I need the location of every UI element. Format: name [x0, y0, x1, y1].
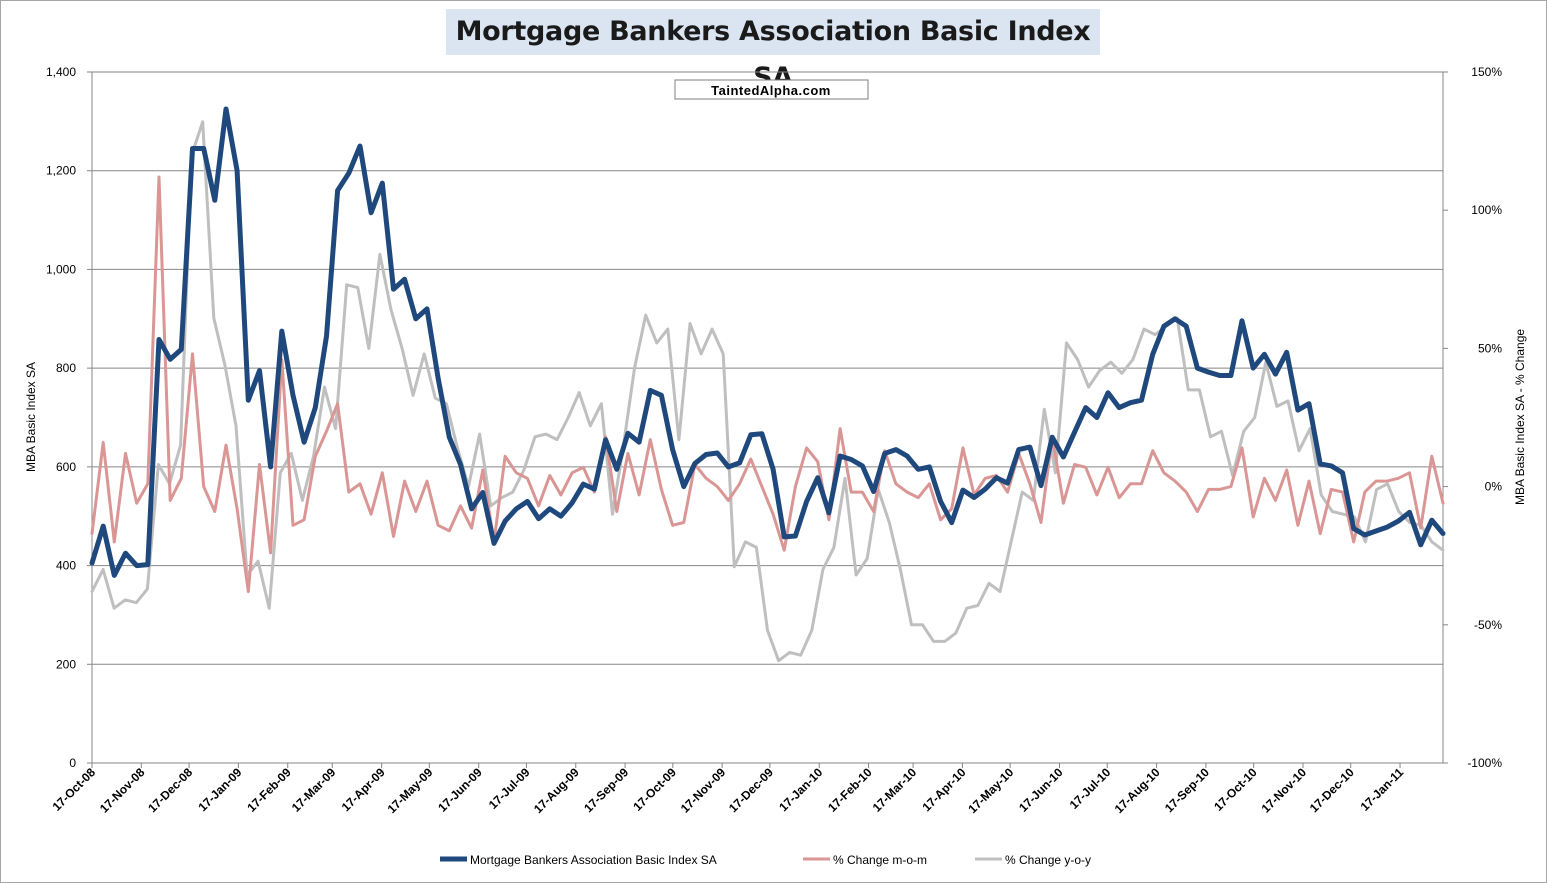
x-tick-label: 17-Sep-09 — [581, 765, 631, 815]
y-left-tick-label: 1,400 — [46, 65, 76, 79]
y-left-tick-label: 800 — [56, 361, 76, 375]
x-tick-label: 17-Dec-08 — [145, 765, 195, 815]
x-tick-label: 17-May-09 — [385, 765, 436, 816]
y-right-tick-label: 100% — [1471, 203, 1502, 217]
x-tick-label: 17-Jan-09 — [195, 765, 244, 814]
y-left-ticks: 0 200 400 600 800 1,000 1,200 1,400 — [46, 65, 92, 770]
x-tick-label: 17-May-10 — [965, 765, 1016, 816]
x-tick-label: 17-Jul-09 — [486, 765, 533, 812]
y-right-ticks: -100% -50% 0% 50% 100% 150% — [1443, 65, 1502, 770]
mba-index-line — [89, 106, 1446, 578]
watermark-box — [674, 79, 869, 100]
x-tick-label: 17-Sep-10 — [1162, 765, 1212, 815]
x-tick-label: 17-Dec-09 — [726, 765, 776, 815]
x-tick-label: 17-Oct-08 — [50, 765, 99, 814]
x-tick-label: 17-Aug-09 — [531, 765, 582, 816]
x-tick-label: 17-Aug-10 — [1112, 765, 1163, 816]
watermark: TaintedAlpha.com — [674, 79, 869, 100]
y-left-tick-label: 600 — [56, 460, 76, 474]
y-right-tick-label: 150% — [1471, 65, 1502, 79]
axes — [91, 72, 1444, 764]
gridlines — [92, 71, 1443, 665]
legend-label: Mortgage Bankers Association Basic Index… — [470, 853, 717, 867]
x-tick-label: 17-Apr-10 — [920, 765, 969, 814]
mom-change-line — [90, 175, 1445, 594]
legend-label: % Change m-o-m — [833, 853, 927, 867]
y-left-tick-label: 1,200 — [46, 164, 76, 178]
series-lines — [89, 106, 1446, 663]
y-right-axis-title: MBA Basic Index SA - % Change — [1513, 329, 1527, 505]
x-tick-label: 17-Apr-09 — [339, 765, 388, 814]
x-tick-label: 17-Mar-09 — [289, 765, 339, 815]
x-tick-label: 17-Mar-10 — [870, 765, 920, 815]
y-left-tick-label: 0 — [69, 756, 76, 770]
x-tick-label: 17-Dec-10 — [1307, 765, 1357, 815]
y-left-tick-label: 200 — [56, 657, 76, 671]
legend-item-mba-index: Mortgage Bankers Association Basic Index… — [440, 853, 717, 867]
legend-item-yoy: % Change y-o-y — [975, 853, 1091, 867]
watermark-text: TaintedAlpha.com — [711, 83, 831, 98]
x-tick-label: 17-Oct-10 — [1211, 765, 1260, 814]
x-tick-label: 17-Jul-10 — [1067, 765, 1114, 812]
x-tick-label: 17-Jun-09 — [435, 765, 485, 815]
yoy-change-line — [90, 120, 1445, 663]
x-tick-label: 17-Nov-09 — [678, 765, 729, 816]
y-left-tick-label: 400 — [56, 559, 76, 573]
x-tick-label: 17-Nov-08 — [97, 765, 148, 816]
x-tick-label: 17-Nov-10 — [1259, 765, 1310, 816]
x-tick-label: 17-Jan-10 — [776, 765, 825, 814]
y-left-tick-label: 1,000 — [46, 262, 76, 276]
y-right-tick-label: 50% — [1478, 341, 1502, 355]
x-tick-label: 17-Feb-10 — [825, 765, 875, 815]
y-right-tick-label: -50% — [1474, 618, 1502, 632]
y-right-tick-label: -100% — [1467, 756, 1502, 770]
legend-item-mom: % Change m-o-m — [803, 853, 927, 867]
legend-label: % Change y-o-y — [1005, 853, 1091, 867]
y-right-tick-label: 0% — [1485, 480, 1503, 494]
x-tick-label: 17-Jan-11 — [1358, 765, 1407, 814]
x-tick-label: 17-Feb-09 — [244, 765, 294, 815]
x-tick-label: 17-Oct-09 — [630, 765, 679, 814]
legend: Mortgage Bankers Association Basic Index… — [440, 853, 1091, 867]
x-tick-label: 17-Jun-10 — [1016, 765, 1066, 815]
y-left-axis-title: MBA Basic Index SA — [24, 362, 38, 472]
